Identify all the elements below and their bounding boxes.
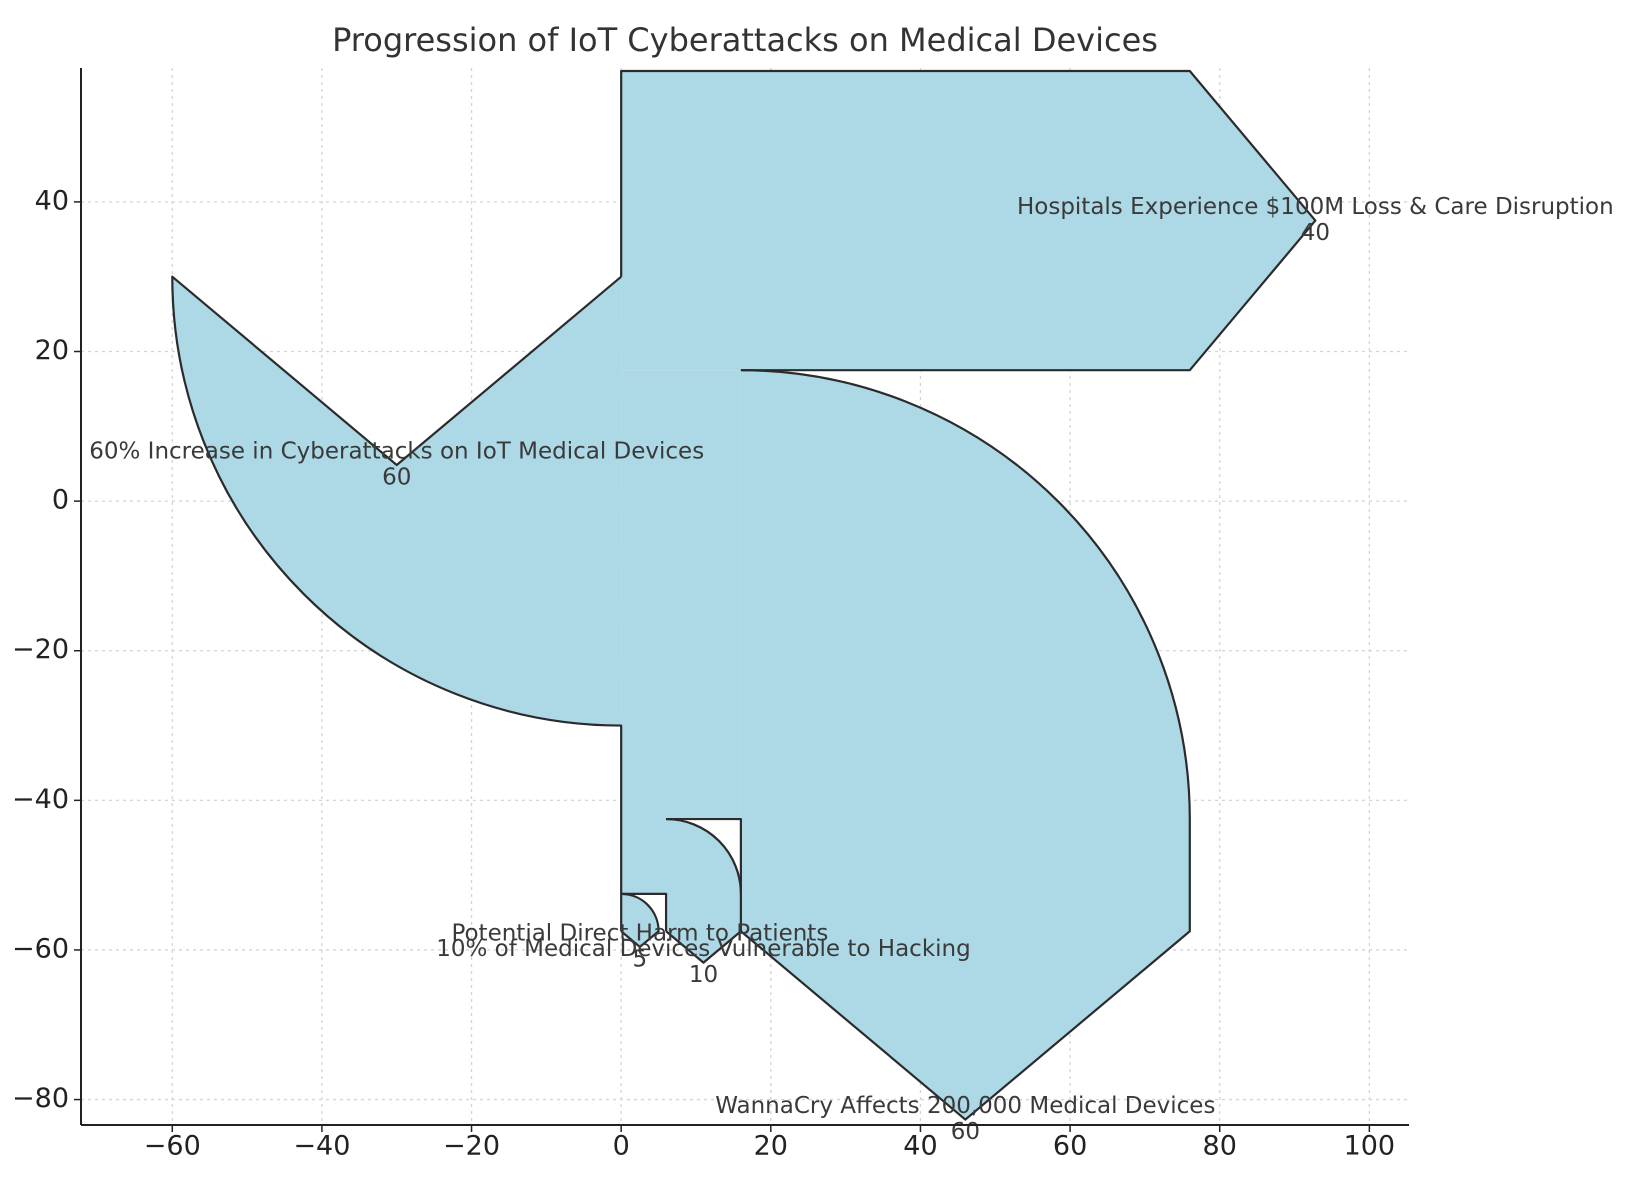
x-tick-label: 100 xyxy=(1344,1131,1396,1162)
x-tick-label: 0 xyxy=(613,1131,630,1162)
flow-value: 5 xyxy=(633,946,648,972)
y-tick-label: 0 xyxy=(52,485,69,516)
y-tick-label: −80 xyxy=(12,1083,69,1114)
x-tick-label: 40 xyxy=(903,1131,937,1162)
trunk xyxy=(621,370,741,932)
x-tick-label: 80 xyxy=(1203,1131,1237,1162)
x-tick-label: 60 xyxy=(1053,1131,1087,1162)
chart-title: Progression of IoT Cyberattacks on Medic… xyxy=(332,21,1158,59)
y-tick-label: 20 xyxy=(35,335,69,366)
x-tick-label: −40 xyxy=(293,1131,350,1162)
outflow xyxy=(621,70,1316,371)
y-tick-label: −40 xyxy=(12,784,69,815)
flow-label: Hospitals Experience $100M Loss & Care D… xyxy=(1017,194,1614,220)
flow-label: Potential Direct Harm to Patients xyxy=(451,920,828,946)
flow-edge xyxy=(666,817,742,894)
flow-edge xyxy=(171,275,623,932)
flow-value: 40 xyxy=(1301,220,1330,246)
x-tick-label: 20 xyxy=(754,1131,788,1162)
y-tick-label: −20 xyxy=(12,634,69,665)
y-tick-label: 40 xyxy=(35,185,69,216)
x-tick-label: −60 xyxy=(144,1131,201,1162)
flow-value: 60 xyxy=(951,1119,980,1145)
flow-edge xyxy=(621,892,668,932)
outflow xyxy=(740,370,1190,1120)
y-tick-label: −60 xyxy=(12,933,69,964)
flow-edge xyxy=(620,892,660,949)
flow-value: 10 xyxy=(689,962,718,988)
flow-label: 60% Increase in Cyberattacks on IoT Medi… xyxy=(89,439,704,465)
flow-label: WannaCry Affects 200,000 Medical Devices xyxy=(715,1093,1215,1119)
flow-label: 10% of Medical Devices Vulnerable to Hac… xyxy=(436,936,970,962)
outflow xyxy=(666,819,741,963)
flow-edge xyxy=(620,69,1317,372)
flow-edge xyxy=(740,369,1191,1121)
flow-edge xyxy=(665,817,742,964)
flow-value: 60 xyxy=(382,465,411,491)
x-tick-label: −20 xyxy=(443,1131,500,1162)
inflow xyxy=(172,276,622,726)
